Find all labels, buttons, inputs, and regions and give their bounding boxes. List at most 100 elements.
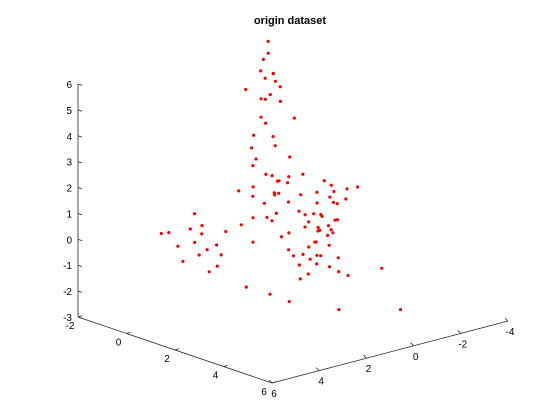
data-point	[320, 214, 324, 218]
data-point	[237, 189, 241, 193]
z-tick-label: 1	[66, 209, 72, 220]
y-tick-label: -4	[506, 327, 515, 338]
data-point	[287, 248, 291, 252]
chart-title: origin dataset	[254, 15, 326, 27]
data-point	[329, 228, 333, 232]
z-tick-label: 2	[66, 184, 72, 195]
data-point	[316, 225, 320, 230]
data-point	[315, 201, 319, 205]
data-point	[308, 257, 312, 261]
data-point	[286, 200, 291, 204]
data-point	[244, 87, 248, 92]
data-point	[205, 248, 209, 252]
x-tick-mark	[126, 331, 131, 334]
data-point	[287, 175, 291, 179]
data-point	[326, 233, 330, 237]
data-point	[239, 223, 243, 227]
y-tick-mark	[504, 317, 509, 322]
x-tick-mark	[271, 381, 277, 384]
z-tick-mark	[77, 187, 83, 190]
data-point	[271, 72, 275, 76]
data-point	[270, 219, 274, 223]
data-point	[251, 216, 255, 220]
data-point	[273, 144, 277, 148]
z-tick-label: 0	[66, 235, 72, 246]
data-point	[315, 253, 319, 257]
data-point	[167, 231, 171, 235]
data-point	[329, 183, 333, 187]
z-tick-mark	[77, 213, 83, 216]
axes	[77, 84, 509, 384]
data-point	[193, 240, 197, 244]
data-point	[331, 200, 336, 204]
data-point	[312, 212, 316, 216]
data-point	[181, 259, 185, 263]
data-point	[251, 240, 255, 244]
data-point	[251, 164, 255, 168]
data-point	[333, 218, 337, 222]
data-point	[306, 272, 310, 276]
x-tick-label: 2	[164, 354, 170, 365]
data-point	[277, 179, 281, 183]
y-tick-label: 0	[413, 352, 419, 363]
data-point	[398, 308, 403, 312]
data-point	[262, 201, 266, 205]
z-tick-mark	[77, 290, 83, 293]
y-tick-mark	[410, 342, 414, 347]
y-tick-mark	[315, 367, 320, 371]
z-tick-mark	[77, 264, 83, 267]
data-point	[297, 263, 301, 267]
data-point	[273, 79, 277, 83]
data-point	[286, 181, 290, 185]
z-tick-mark	[77, 135, 83, 138]
data-point	[288, 155, 292, 159]
data-point	[307, 245, 311, 249]
data-point	[298, 277, 302, 281]
y-tick-label: 6	[271, 389, 277, 400]
data-point	[346, 273, 350, 278]
data-point	[344, 197, 348, 201]
data-point	[270, 174, 274, 178]
data-point	[272, 191, 276, 195]
data-point	[261, 57, 265, 62]
data-point	[303, 213, 307, 217]
data-point	[252, 133, 256, 137]
data-point	[193, 212, 197, 216]
data-point	[278, 99, 282, 103]
data-points	[159, 39, 403, 312]
y-tick-label: -2	[458, 339, 467, 350]
data-point	[274, 211, 278, 215]
data-point	[215, 264, 219, 268]
data-point	[200, 232, 204, 236]
data-point	[328, 195, 332, 199]
x-tick-label: -2	[66, 321, 75, 332]
data-point	[327, 265, 331, 269]
y-tick-mark	[268, 379, 273, 384]
data-point	[315, 262, 319, 266]
y-tick-label: 4	[318, 377, 324, 388]
y-tick-mark	[457, 330, 462, 334]
data-point	[297, 209, 301, 213]
data-point	[280, 235, 284, 239]
data-point	[335, 218, 340, 222]
data-point	[268, 93, 272, 97]
y-axis-line	[271, 320, 509, 384]
data-point	[318, 228, 322, 232]
data-point	[319, 254, 323, 258]
data-point	[264, 121, 268, 125]
data-point	[271, 135, 275, 139]
data-point	[380, 266, 384, 270]
data-point	[264, 172, 268, 176]
data-point	[307, 220, 311, 224]
data-point	[215, 243, 219, 247]
data-point	[303, 225, 307, 229]
data-point	[251, 185, 255, 189]
data-point	[219, 253, 223, 257]
data-point	[251, 194, 255, 198]
data-point	[266, 51, 270, 55]
data-point	[263, 76, 267, 80]
data-point	[254, 157, 258, 161]
data-point	[259, 69, 263, 73]
